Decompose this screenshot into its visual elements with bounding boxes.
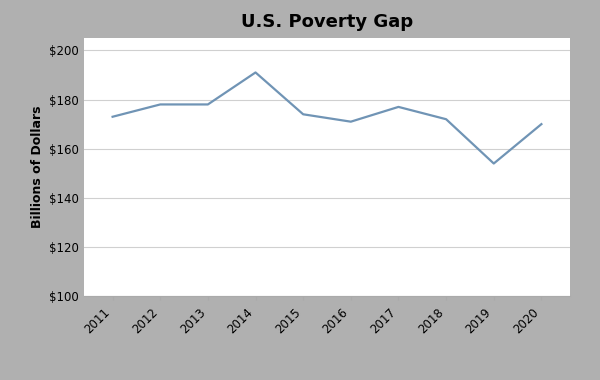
Y-axis label: Billions of Dollars: Billions of Dollars xyxy=(31,106,44,228)
Title: U.S. Poverty Gap: U.S. Poverty Gap xyxy=(241,13,413,31)
